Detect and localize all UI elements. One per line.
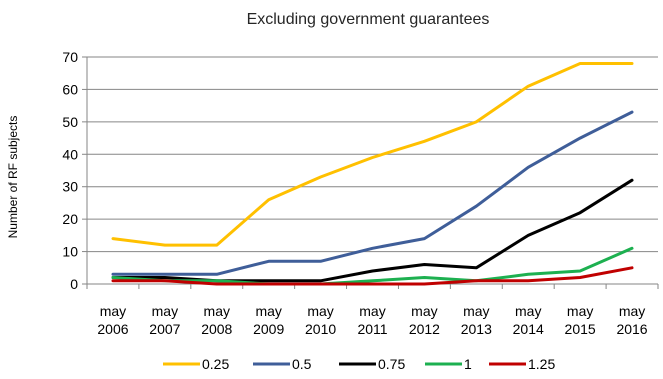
x-tick-label: may 2010	[305, 303, 336, 337]
y-tick-label: 10	[62, 244, 78, 260]
y-tick-labels: 0 10 20 30 40 50 60 70	[62, 49, 78, 292]
x-tick-label: may 2014	[513, 303, 544, 337]
y-axis-label: Number of RF subjects	[6, 116, 20, 239]
x-tick-label: may 2009	[253, 303, 284, 337]
series-lines	[111, 62, 634, 286]
series-line	[111, 110, 634, 276]
legend-label: 0.25	[202, 356, 229, 372]
y-tick-label: 40	[62, 146, 78, 162]
legend-label: 1.25	[528, 356, 555, 372]
legend-label: 0.5	[292, 356, 312, 372]
x-tick-label: may 2011	[357, 303, 387, 337]
y-tick-label: 30	[62, 179, 78, 195]
y-tick-label: 60	[62, 81, 78, 97]
x-tick-label: may 2016	[616, 303, 647, 337]
y-tick-label: 70	[62, 49, 78, 65]
x-tick-label: may 2015	[565, 303, 596, 337]
x-tick-label: may 2008	[201, 303, 232, 337]
legend: 0.25 0.5 0.75 1 1.25	[163, 356, 555, 372]
x-tick-label: may 2006	[97, 303, 128, 337]
x-tick-label: may 2007	[149, 303, 180, 337]
x-tick-label: may 2013	[461, 303, 492, 337]
series-line	[111, 62, 634, 247]
chart-title: Excluding government guarantees	[247, 11, 490, 28]
y-tick-label: 50	[62, 114, 78, 130]
series-line	[111, 246, 634, 286]
x-tick-label: may 2012	[409, 303, 440, 337]
series-line	[111, 266, 634, 286]
y-tick-label: 20	[62, 211, 78, 227]
axes	[82, 56, 659, 289]
legend-label: 0.75	[378, 356, 405, 372]
series-line	[111, 178, 634, 283]
gridlines	[87, 56, 658, 253]
y-tick-label: 0	[70, 276, 78, 292]
legend-label: 1	[464, 356, 472, 372]
x-tick-labels: may 2006 may 2007 may 2008 may 2009 may 2010 may 20…	[97, 303, 647, 337]
